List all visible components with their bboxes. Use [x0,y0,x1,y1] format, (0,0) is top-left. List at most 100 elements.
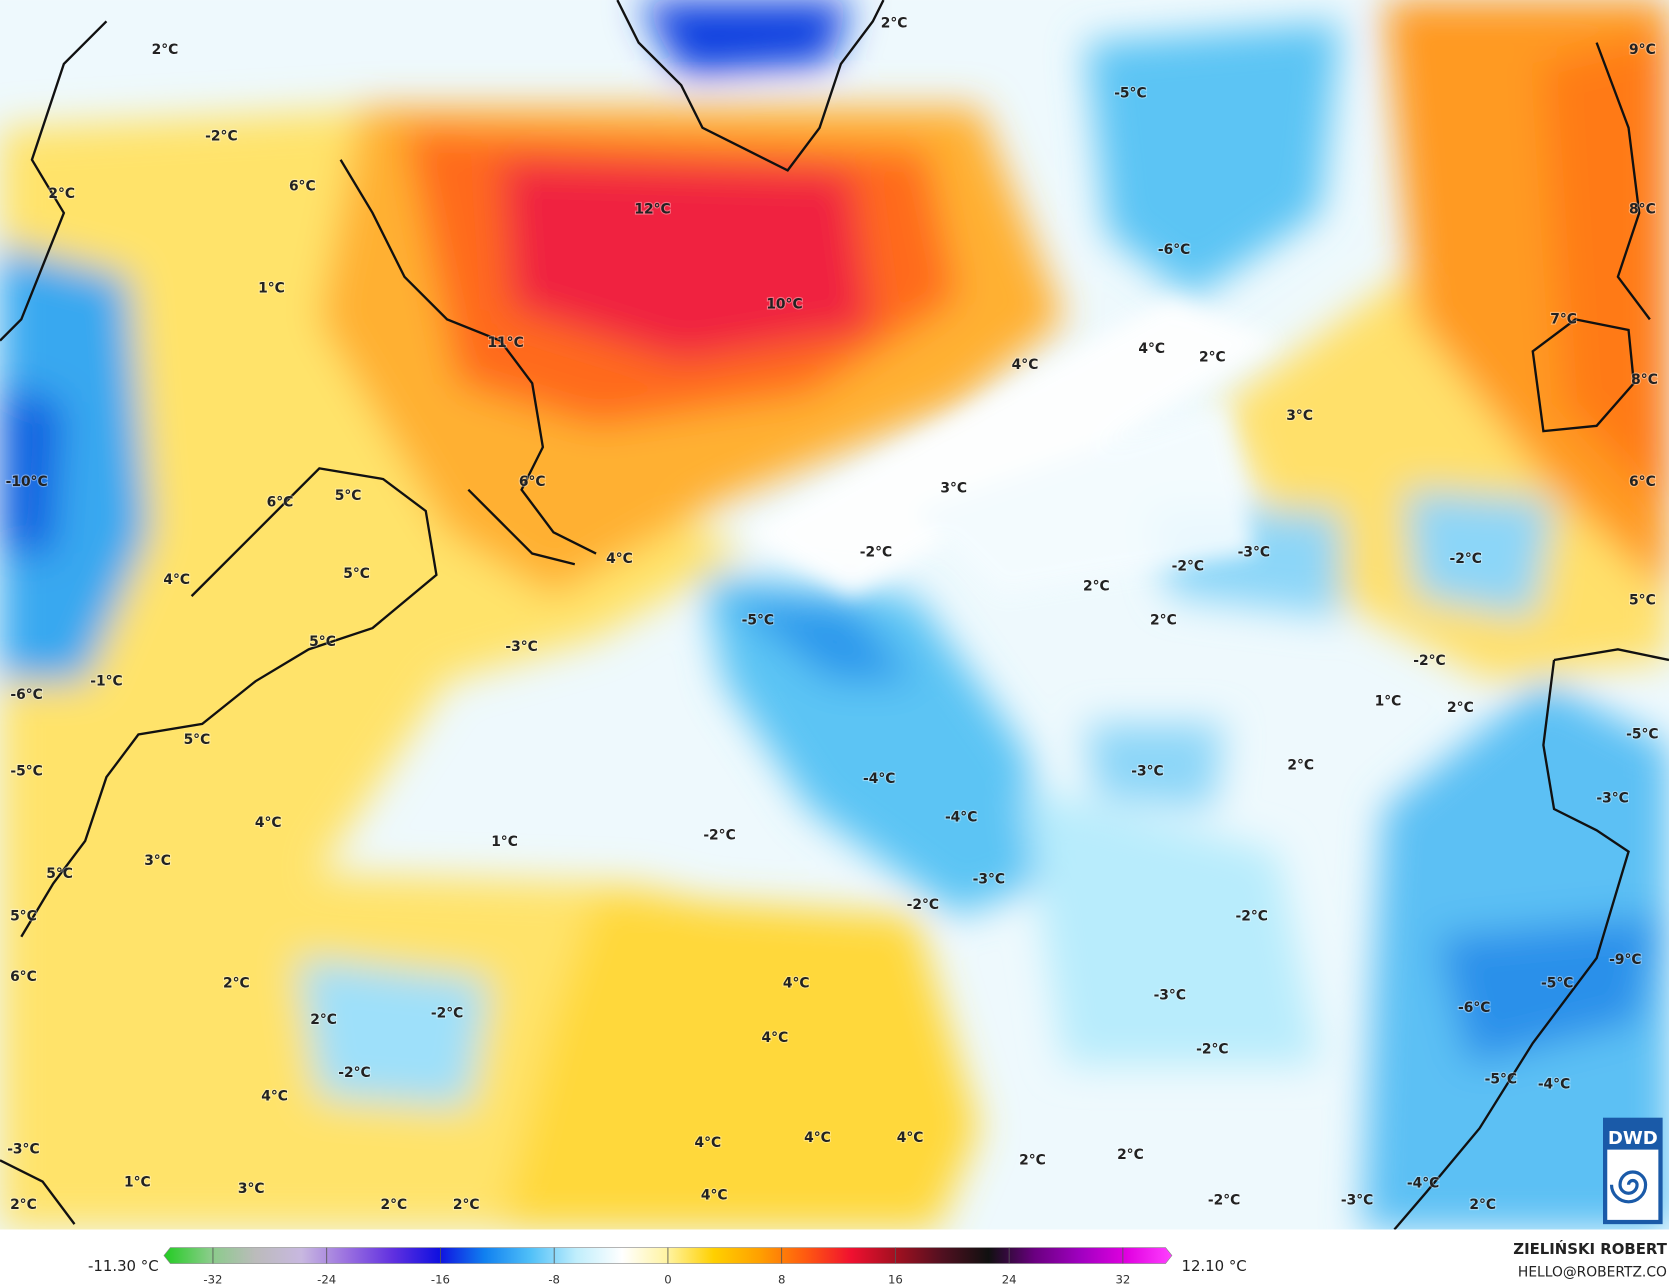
temperature-label: -5°C [742,613,774,629]
temperature-label: -2°C [703,828,735,844]
temperature-label: -2°C [860,544,892,560]
temperature-label: 3°C [238,1181,265,1197]
colorbar-tick-label: -16 [431,1273,450,1287]
temperature-label: 4°C [694,1135,721,1151]
colorbar-tick-label: -24 [317,1273,336,1287]
temperature-label: 7°C [1550,311,1577,327]
temperature-label: -2°C [1208,1193,1240,1209]
temperature-label: 2°C [1117,1147,1144,1163]
colorbar-tick-label: 0 [664,1273,671,1287]
credit-name: ZIELIŃSKI ROBERT [1513,1240,1667,1258]
temperature-label: -3°C [973,871,1005,887]
temperature-label: -1°C [90,673,122,689]
temperature-label: 6°C [519,474,546,490]
temperature-label: -6°C [1458,1000,1490,1016]
temperature-label: 1°C [491,834,518,850]
temperature-label: -4°C [1407,1176,1439,1192]
temperature-label: 2°C [1083,579,1110,595]
temperature-label: 6°C [10,969,37,985]
temperature-label: 11°C [487,335,523,351]
temperature-label: -2°C [1449,551,1481,567]
temperature-label: -9°C [1609,952,1641,968]
temperature-label: 2°C [10,1197,37,1213]
temperature-label: 2°C [1469,1197,1496,1213]
temperature-label: 2°C [1287,757,1314,773]
credit-email: HELLO@ROBERTZ.CO [1518,1264,1667,1280]
temperature-label: 4°C [701,1187,728,1203]
temperature-label: -3°C [7,1142,39,1158]
temperature-label: -6°C [10,687,42,703]
temperature-label: 5°C [184,732,211,748]
temperature-label: 4°C [762,1030,789,1046]
temperature-labels: 2°C 2°C 9°C -5°C -2°C 12°C 2°C 6°C 8°C -6°C 1°C 10°… [5,14,1660,1214]
temperature-label: -3°C [1238,544,1270,560]
temperature-label: -3°C [1154,987,1186,1003]
temperature-label: 12°C [634,202,670,218]
temperature-label: 2°C [223,976,250,992]
temperature-label: -4°C [945,810,977,826]
map-field [0,0,1669,1230]
temperature-label: 6°C [289,178,316,194]
temperature-label: 4°C [1012,357,1039,373]
temperature-label: 9°C [1629,42,1656,58]
coastlines [0,0,1669,1230]
temperature-label: 4°C [606,551,633,567]
temperature-label: 5°C [343,566,370,582]
temperature-label: -5°C [1541,976,1573,992]
temperature-label: -2°C [1172,558,1204,574]
temperature-label: 2°C [310,1012,337,1028]
colorbar-max-label: 12.10 °C [1181,1257,1246,1275]
colorbar-tick-label: 24 [1002,1273,1017,1287]
temperature-label: 6°C [267,494,294,510]
temperature-label: -5°C [10,764,42,780]
temperature-label: 5°C [46,866,73,882]
temperature-label: 4°C [261,1088,288,1104]
temperature-label: -2°C [1236,909,1268,925]
temperature-label: -3°C [505,639,537,655]
temperature-label: -3°C [1341,1193,1373,1209]
temperature-label: -3°C [1131,764,1163,780]
temperature-label: -4°C [863,771,895,787]
temperature-label: 5°C [1629,592,1656,608]
temperature-label: 3°C [144,853,171,869]
temperature-label: -2°C [1196,1042,1228,1058]
temperature-label: 8°C [1629,202,1656,218]
temperature-label: 5°C [10,909,37,925]
temperature-label: 4°C [897,1130,924,1146]
temperature-label: 2°C [152,42,179,58]
temperature-label: 10°C [766,296,802,312]
dwd-logo-text: DWD [1608,1128,1658,1149]
temperature-label: 1°C [258,281,285,297]
temperature-label: -2°C [338,1065,370,1081]
temperature-label: -4°C [1538,1077,1570,1093]
temperature-label: 4°C [804,1130,831,1146]
temperature-label: -2°C [907,897,939,913]
temperature-label: 2°C [1447,700,1474,716]
colorbar-tick-label: 16 [888,1273,903,1287]
colorbar-tick-label: -32 [203,1273,222,1287]
temperature-label: 2°C [380,1197,407,1213]
temperature-label: 1°C [124,1175,151,1191]
temperature-label: 4°C [163,572,190,588]
colorbar-tick-label: 8 [778,1273,785,1287]
temperature-label: 5°C [309,634,336,650]
dwd-logo: DWD [1603,1117,1663,1225]
temperature-label: -2°C [431,1005,463,1021]
colorbar: -32 -24 -16 -8 0 8 16 24 32 [163,1247,1173,1287]
temperature-label: -6°C [1158,242,1190,258]
temperature-label: 3°C [940,481,967,497]
temperature-label: -2°C [205,128,237,144]
colorbar-tick-label: -8 [548,1273,560,1287]
temperature-label: -2°C [1413,653,1445,669]
temperature-label: 4°C [1138,341,1165,357]
temperature-label: -5°C [1114,86,1146,102]
temperature-label: 6°C [1629,474,1656,490]
temperature-label: 3°C [1286,408,1313,424]
temperature-label: 2°C [1199,350,1226,366]
colorbar-tick-label: 32 [1115,1273,1130,1287]
temperature-label: 8°C [1631,372,1658,388]
colorbar-min-label: -11.30 °C [88,1257,159,1275]
temperature-label: 1°C [1375,694,1402,710]
temperature-label: 2°C [1019,1152,1046,1168]
